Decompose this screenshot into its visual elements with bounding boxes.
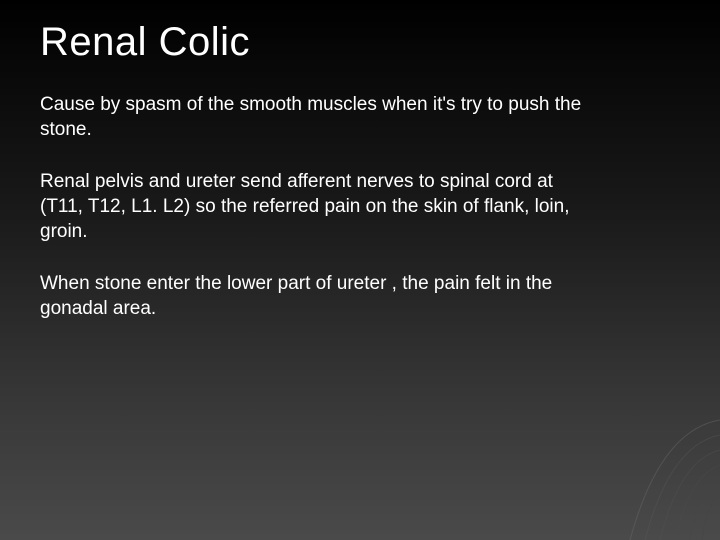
paragraph-2: Renal pelvis and ureter send afferent ne…: [40, 170, 600, 244]
slide-title: Renal Colic: [40, 20, 680, 65]
paragraph-3: When stone enter the lower part of urete…: [40, 272, 600, 321]
corner-decoration-icon: [540, 380, 720, 540]
slide-container: Renal Colic Cause by spasm of the smooth…: [0, 0, 720, 540]
paragraph-1: Cause by spasm of the smooth muscles whe…: [40, 93, 600, 142]
